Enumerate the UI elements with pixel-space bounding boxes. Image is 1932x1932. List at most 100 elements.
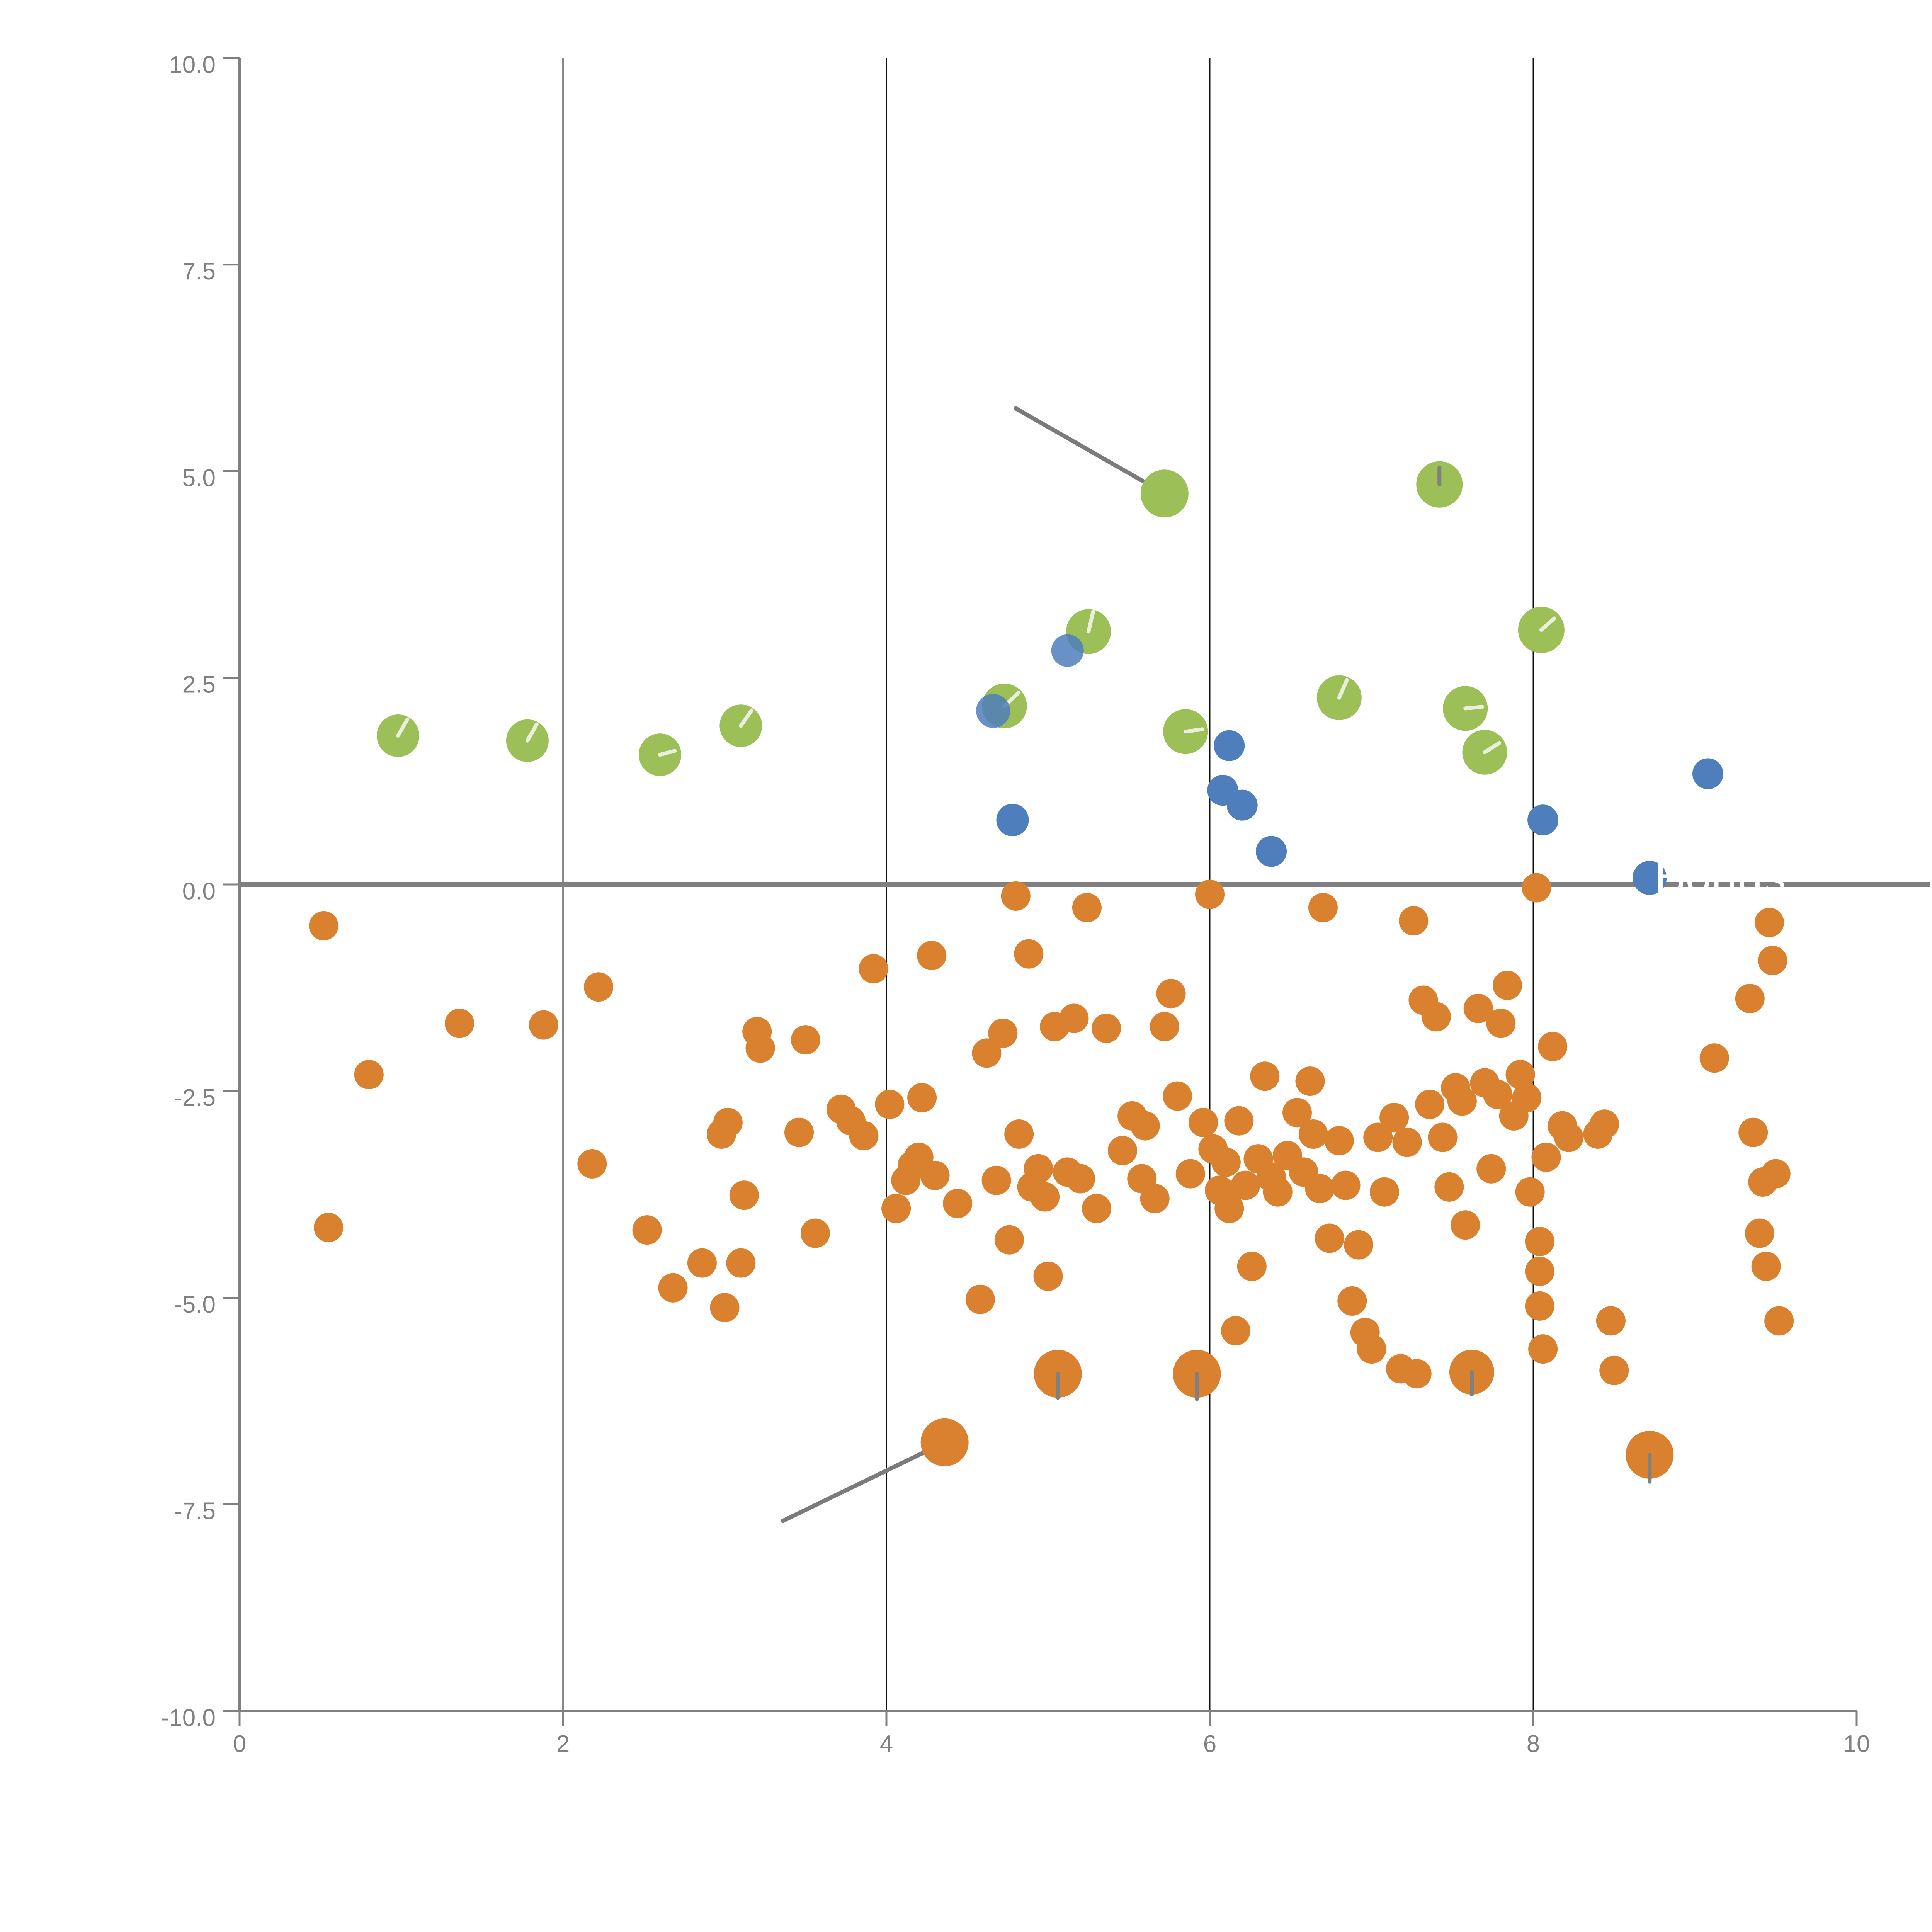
error-whisker	[658, 749, 677, 757]
data-point-orange	[1392, 1128, 1422, 1157]
data-point-orange	[1059, 1003, 1089, 1033]
data-point-orange	[1130, 1111, 1160, 1141]
error-whisker	[739, 708, 754, 728]
data-point-orange	[1758, 946, 1787, 975]
data-point-orange	[1738, 1117, 1768, 1147]
error-whisker	[1337, 678, 1349, 700]
data-point-orange	[1295, 1066, 1325, 1096]
data-point-orange	[1590, 1109, 1619, 1139]
y-tick-label: -10.0	[161, 1704, 216, 1731]
data-point-orange	[1745, 1218, 1774, 1248]
data-point-orange	[1033, 1261, 1063, 1291]
data-point-orange	[1415, 1089, 1445, 1119]
data-point-orange	[800, 1218, 830, 1248]
data-point-orange	[1538, 1032, 1568, 1061]
data-point-orange	[1221, 1316, 1250, 1346]
series-orange	[309, 873, 1794, 1484]
error-whisker	[1184, 727, 1205, 734]
data-point-orange	[1324, 1126, 1354, 1156]
data-point-orange	[1282, 1098, 1312, 1128]
annotation-leader-line	[1014, 406, 1167, 496]
error-whisker	[525, 722, 539, 743]
data-point-orange	[1379, 1103, 1409, 1133]
data-point-orange	[965, 1284, 995, 1314]
data-point-orange	[1250, 1061, 1280, 1091]
data-point-orange	[1421, 1002, 1451, 1032]
data-point-orange	[1525, 1257, 1554, 1286]
data-point-orange	[920, 1418, 969, 1466]
data-point-orange	[981, 1165, 1011, 1195]
data-point-orange	[445, 1009, 474, 1038]
data-point-orange	[1072, 893, 1102, 922]
data-point-orange	[1231, 1170, 1260, 1200]
data-point-orange	[1263, 1177, 1293, 1207]
data-point-orange	[1014, 939, 1044, 969]
data-point-orange	[1214, 1194, 1244, 1223]
data-point-orange	[1434, 1172, 1464, 1202]
y-tick-label: -2.5	[174, 1085, 216, 1111]
x-tick-label: 8	[1527, 1731, 1540, 1757]
data-point-orange	[1156, 979, 1186, 1009]
data-point-orange	[584, 972, 614, 1002]
data-point-blue	[1051, 634, 1084, 667]
data-point-orange	[1476, 1154, 1506, 1184]
data-point-blue	[1692, 758, 1723, 789]
data-point-orange	[1528, 1334, 1558, 1364]
data-point-orange	[729, 1180, 759, 1210]
data-point-orange	[1237, 1252, 1267, 1281]
error-whisker	[1463, 705, 1485, 711]
data-point-orange	[1522, 873, 1551, 903]
data-point-orange	[1447, 1086, 1477, 1116]
data-point-orange	[972, 1038, 1002, 1068]
data-point-orange	[314, 1213, 344, 1242]
data-point-orange	[1402, 1359, 1432, 1389]
data-point-orange	[713, 1108, 743, 1138]
data-point-orange	[1140, 1184, 1170, 1213]
series-blue	[976, 634, 1723, 895]
data-point-orange	[943, 1189, 973, 1218]
data-point-orange	[1764, 1306, 1794, 1336]
error-whisker	[1539, 616, 1556, 632]
data-point-orange	[1211, 1147, 1241, 1177]
data-point-green	[1140, 469, 1189, 518]
x-tick-label: 2	[556, 1731, 570, 1757]
data-point-orange	[917, 940, 947, 970]
data-point-orange	[1082, 1194, 1112, 1223]
data-point-orange	[859, 954, 888, 984]
data-point-orange	[1030, 1182, 1060, 1212]
tick-labels: 10.0 7.5 5.0 2.5 0.0 -2.5 -5.0 -7.5 -10.0 0 2 4 6 8 10	[161, 51, 1870, 1757]
data-point-orange	[1337, 1286, 1367, 1316]
data-point-orange	[849, 1121, 879, 1151]
error-whisker	[1483, 741, 1502, 754]
data-point-orange	[1163, 1081, 1192, 1111]
data-point-orange	[1515, 1177, 1545, 1207]
error-whisker	[1087, 609, 1095, 634]
data-point-orange	[1493, 970, 1522, 1000]
data-point-orange	[1525, 1227, 1554, 1257]
series-green	[377, 461, 1565, 776]
data-point-orange	[1525, 1291, 1554, 1321]
data-point-orange	[791, 1025, 820, 1055]
x-tick-label: 0	[233, 1731, 246, 1757]
data-point-orange	[710, 1293, 740, 1323]
data-point-blue	[1226, 789, 1258, 821]
overlay-text: Bonus	[1655, 851, 1786, 903]
data-point-orange	[1357, 1334, 1386, 1364]
data-point-orange	[1451, 1210, 1480, 1240]
data-point-orange	[881, 1194, 911, 1223]
data-point-orange	[1195, 879, 1225, 909]
data-point-orange	[1554, 1122, 1584, 1152]
data-point-orange	[1004, 1119, 1034, 1149]
y-tick-label: 2.5	[182, 672, 216, 698]
y-tick-label: 0.0	[182, 878, 216, 905]
data-point-orange	[920, 1160, 950, 1190]
data-point-orange	[1224, 1106, 1254, 1136]
data-point-orange	[1108, 1136, 1138, 1165]
data-point-orange	[1315, 1223, 1344, 1253]
data-points	[309, 461, 1794, 1484]
data-point-blue	[976, 694, 1010, 728]
data-point-orange	[309, 911, 338, 940]
